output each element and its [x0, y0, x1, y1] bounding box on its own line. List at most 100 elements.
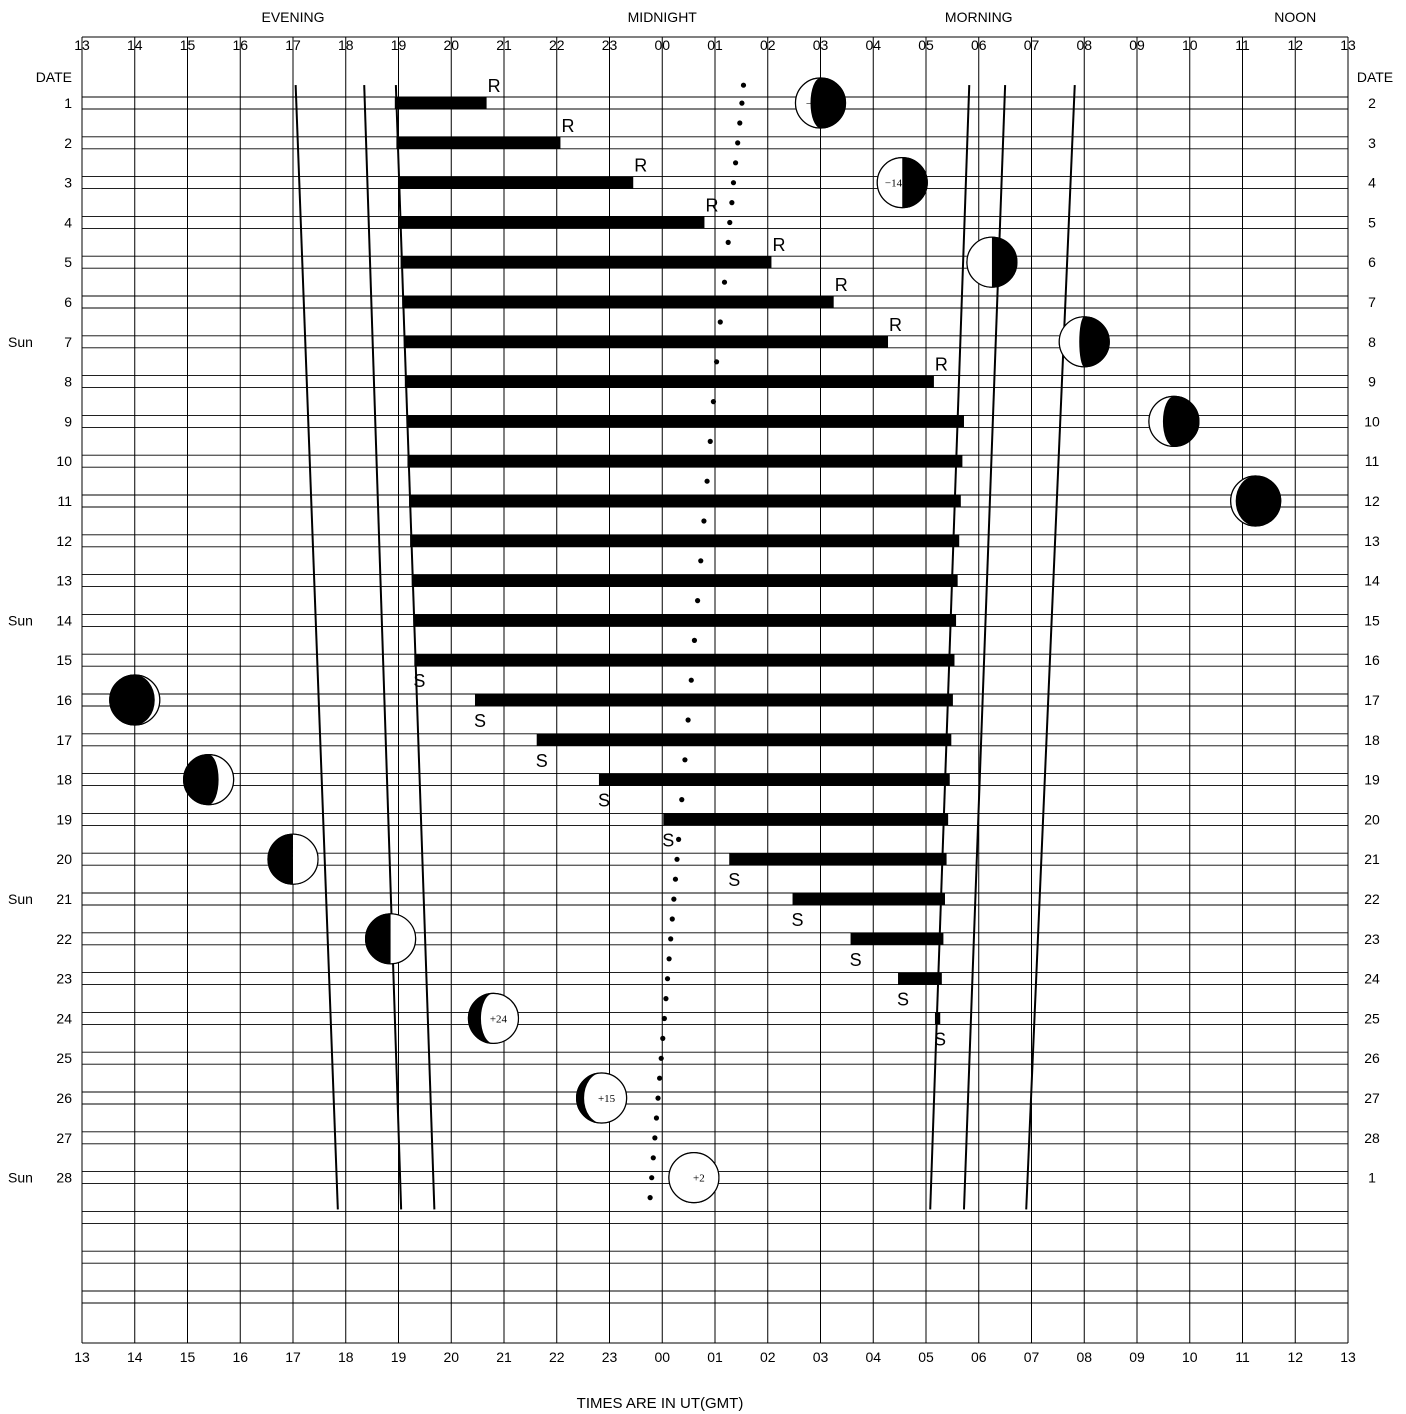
date-label-left: 25: [56, 1050, 72, 1066]
twilight-lines: [294, 85, 1076, 1210]
moon-lit-area: [668, 1151, 720, 1204]
date-label-right: 15: [1364, 612, 1380, 628]
date-label-left: 28: [56, 1170, 72, 1186]
moonrise-label: R: [935, 355, 948, 375]
date-label-right: 3: [1368, 135, 1376, 151]
date-label-right: 4: [1368, 175, 1376, 191]
moon-phase-label: +2: [693, 1173, 705, 1185]
moon-phase-icon: +2: [668, 1151, 720, 1204]
moon-lit-area: [292, 834, 318, 885]
moon-phase-icon: +15: [575, 1072, 628, 1124]
date-label-left: 20: [56, 851, 72, 867]
moonset-label: S: [897, 990, 909, 1010]
moon-phase-icon: [267, 833, 319, 885]
moon-bar: [397, 176, 634, 189]
date-label-right: 26: [1364, 1050, 1380, 1066]
date-label-right: 16: [1364, 652, 1380, 668]
date-label-right: 9: [1368, 374, 1376, 390]
transit-dot: [739, 100, 745, 106]
tick-label-top: 07: [1024, 37, 1040, 53]
moon-lit-area: [1230, 475, 1256, 526]
tick-label-bottom: 17: [285, 1349, 301, 1365]
moon-bar: [396, 136, 561, 149]
moon-outline: [267, 833, 319, 885]
moon-lit-area: [877, 157, 903, 208]
moonset-label: S: [792, 910, 804, 930]
tick-label-bottom: 15: [180, 1349, 196, 1365]
moon-bar: [411, 574, 958, 587]
moon-lit-area: [795, 78, 821, 128]
date-label-left: 11: [57, 493, 72, 509]
axis-labels: EVENING MIDNIGHT MORNING NOON13131414151516…: [8, 9, 1393, 1365]
transit-dot: [732, 160, 739, 166]
twilight-line-morning-outer: [1025, 85, 1076, 1210]
moon-lit-area: [1148, 396, 1174, 447]
moonset-label: S: [662, 830, 674, 850]
date-label-right: 25: [1364, 1010, 1380, 1026]
twilight-line-evening-outer: [294, 85, 339, 1210]
date-label-right: 1: [1368, 1170, 1376, 1186]
moon-lit-area: [966, 237, 992, 288]
date-label-right: 14: [1364, 573, 1380, 589]
moon-bar: [400, 256, 772, 269]
tick-label-bottom: 16: [232, 1349, 248, 1365]
date-label-left: 15: [56, 652, 72, 668]
transit-dot: [729, 200, 735, 206]
date-label-right: 24: [1364, 971, 1380, 987]
moon-phase-icon: [966, 236, 1018, 288]
tick-label-bottom: 06: [971, 1349, 987, 1365]
date-label-left: 21: [56, 891, 72, 907]
tick-label-top: 19: [391, 37, 407, 53]
tick-label-top: 23: [602, 37, 618, 53]
tick-label-bottom: 05: [918, 1349, 934, 1365]
transit-dot: [668, 936, 674, 942]
moon-bar: [410, 534, 960, 547]
transit-dot: [704, 478, 710, 484]
moonrise-label: R: [772, 235, 785, 255]
tick-label-top: 22: [549, 37, 565, 53]
moon-bar: [934, 1012, 941, 1025]
tick-label-top: 13: [74, 37, 90, 53]
tick-label-bottom: 00: [654, 1349, 670, 1365]
period-label: MIDNIGHT: [628, 9, 698, 25]
sunday-label: Sun: [8, 1170, 33, 1186]
date-label-left: 3: [64, 175, 72, 191]
transit-dot: [676, 836, 682, 843]
date-label-left: 7: [64, 334, 72, 350]
moon-bar: [536, 733, 952, 746]
date-label-right: 22: [1364, 891, 1380, 907]
date-label-right: 8: [1368, 334, 1376, 350]
date-label-left: 9: [64, 413, 72, 429]
moon-outline: [575, 1072, 628, 1124]
date-label-left: 8: [64, 374, 72, 390]
date-header-right: DATE: [1357, 69, 1393, 85]
transit-dot: [694, 598, 701, 604]
moon-lit-area: [390, 913, 416, 964]
transit-dot: [707, 438, 713, 444]
moon-phase-icon: [1058, 316, 1110, 368]
moon-bar: [403, 335, 889, 348]
moon-lit-area: [480, 993, 519, 1044]
tick-label-bottom: 03: [813, 1349, 829, 1365]
date-label-left: 2: [64, 135, 72, 151]
moonrise-label: R: [705, 195, 718, 215]
date-label-left: 18: [56, 772, 72, 788]
transit-dot: [664, 976, 671, 982]
date-label-right: 10: [1364, 413, 1380, 429]
moonset-label: S: [934, 1029, 946, 1049]
moon-phase-icon: [1148, 395, 1200, 447]
moon-outline: [1230, 475, 1282, 527]
twilight-line-sunset: [394, 85, 436, 1210]
moon-outline: [467, 992, 520, 1045]
tick-label-top: 12: [1287, 37, 1303, 53]
tick-label-bottom: 10: [1182, 1349, 1198, 1365]
tick-label-bottom: 13: [74, 1349, 90, 1365]
tick-label-bottom: 01: [707, 1349, 723, 1365]
moon-bar: [729, 853, 947, 866]
transit-dot: [717, 319, 723, 325]
tick-label-top: 15: [180, 37, 196, 53]
transit-dot: [688, 677, 694, 683]
moon-outline: [364, 913, 417, 965]
date-label-left: 24: [56, 1010, 72, 1026]
date-label-right: 2: [1368, 95, 1376, 111]
